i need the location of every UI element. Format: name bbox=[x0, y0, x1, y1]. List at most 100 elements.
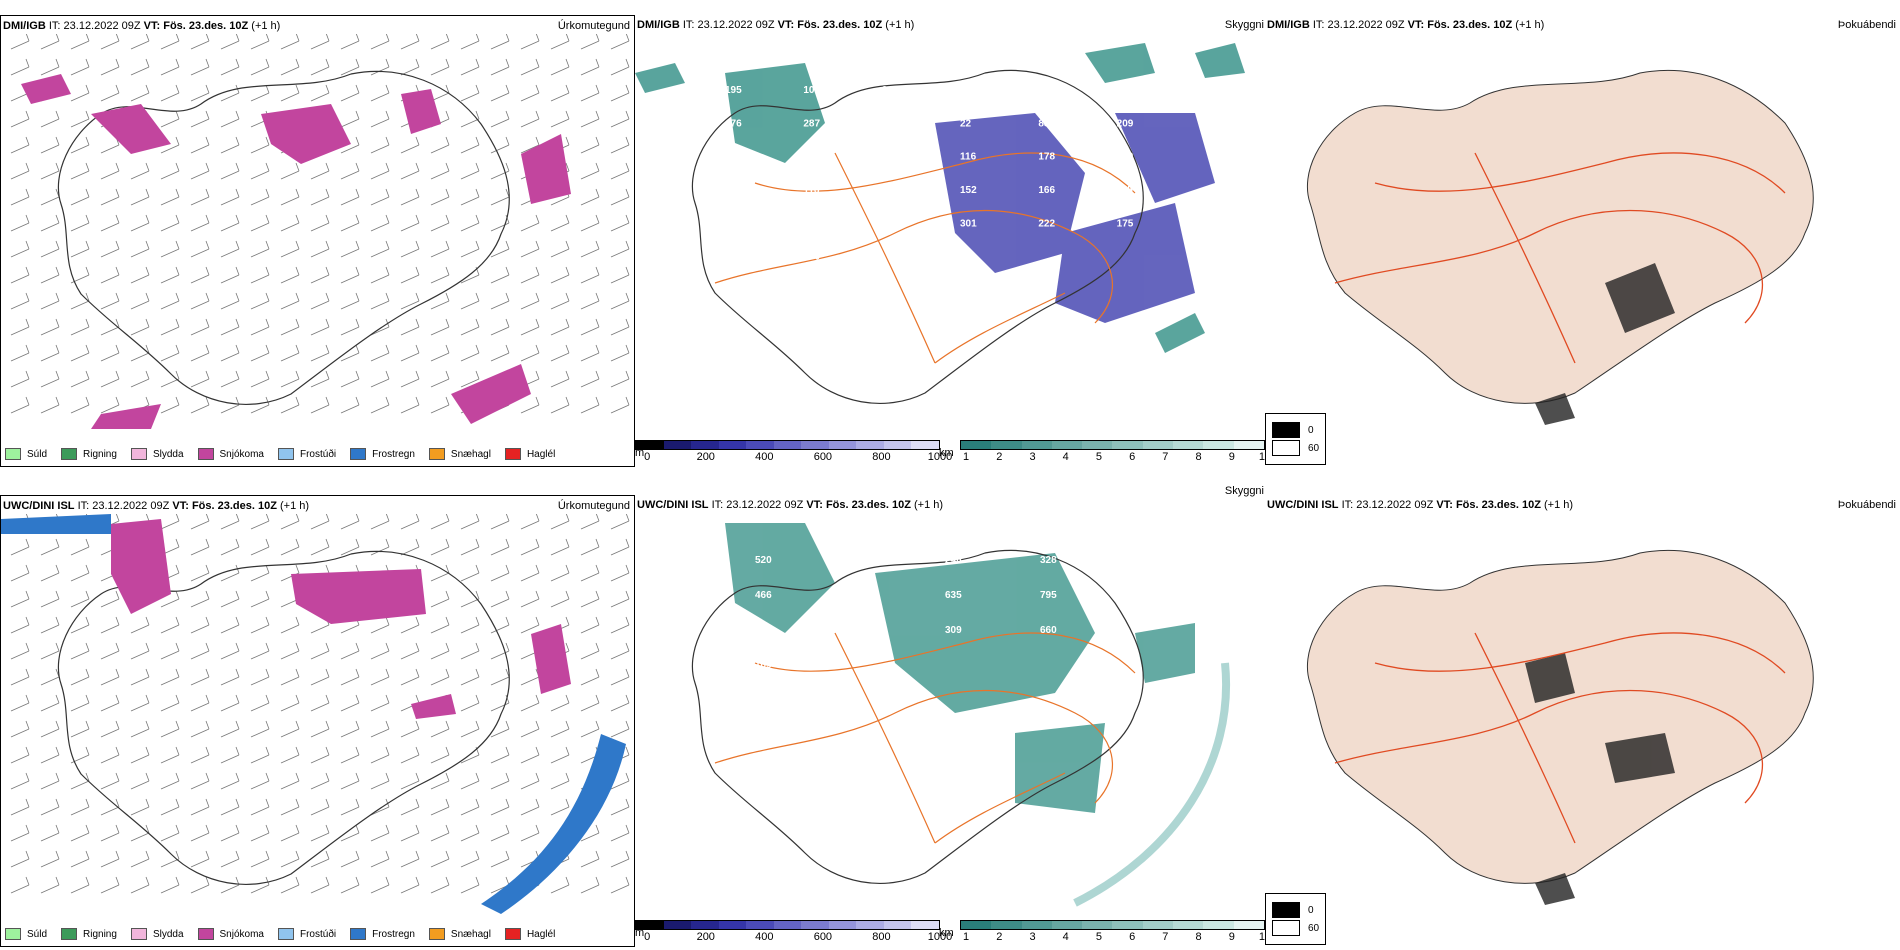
wind-barb bbox=[490, 214, 510, 232]
wind-barb bbox=[70, 850, 90, 868]
colorbar-tick-label: 4 bbox=[1062, 931, 1069, 943]
wind-barb bbox=[490, 616, 510, 634]
colorbar-segment bbox=[1112, 921, 1143, 929]
vis-areas bbox=[635, 43, 1245, 353]
wind-barb bbox=[100, 266, 120, 284]
cloud-base-label: 166 bbox=[1038, 185, 1055, 196]
wind-barb bbox=[130, 850, 150, 868]
wind-barb bbox=[160, 292, 180, 310]
wind-barb bbox=[280, 240, 300, 258]
wind-barb bbox=[10, 214, 30, 232]
wind-barb bbox=[100, 772, 120, 790]
wind-barb bbox=[400, 642, 420, 660]
wind-barb bbox=[340, 642, 360, 660]
wind-barb bbox=[430, 136, 450, 154]
colorbar-tick-label: 800 bbox=[872, 451, 891, 463]
wind-barb bbox=[430, 538, 450, 556]
wind-barb bbox=[220, 240, 240, 258]
panel-header: DMI/IGB IT: 23.12.2022 09Z VT: Fös. 23.d… bbox=[3, 20, 281, 32]
wind-barb bbox=[280, 642, 300, 660]
wind-barb bbox=[10, 642, 30, 660]
wind-barb bbox=[280, 616, 300, 634]
wind-barb bbox=[130, 84, 150, 102]
wind-barb bbox=[580, 240, 600, 258]
wind-barb bbox=[40, 240, 60, 258]
wind-barb bbox=[190, 876, 210, 894]
road-network bbox=[714, 632, 1136, 844]
wind-barb bbox=[100, 58, 120, 76]
colorbar-segment bbox=[991, 921, 1022, 929]
wind-barb bbox=[580, 34, 600, 50]
wind-barb bbox=[280, 514, 300, 530]
wind-barb bbox=[280, 266, 300, 284]
wind-barb bbox=[370, 84, 390, 102]
legend-item: Frostregn bbox=[350, 448, 415, 460]
fog-land bbox=[1306, 549, 1814, 884]
legend-item: Haglél bbox=[504, 448, 555, 460]
wind-barb bbox=[520, 240, 540, 258]
wind-barb bbox=[220, 616, 240, 634]
fog-roads bbox=[1334, 152, 1786, 364]
wind-barb bbox=[460, 798, 480, 816]
wind-barb bbox=[40, 772, 60, 790]
wind-barb bbox=[490, 514, 510, 530]
wind-barb bbox=[310, 538, 330, 556]
wind-barb bbox=[610, 136, 630, 154]
colorbar-tick-label: 0 bbox=[644, 931, 651, 943]
wind-barb bbox=[40, 850, 60, 868]
wind-barb bbox=[70, 58, 90, 76]
wind-barb bbox=[430, 162, 450, 180]
wind-barb bbox=[370, 34, 390, 50]
wind-barb bbox=[280, 214, 300, 232]
fog-map bbox=[1306, 69, 1814, 425]
wind-barb bbox=[370, 188, 390, 206]
wind-barb bbox=[610, 266, 630, 284]
wind-barb bbox=[250, 318, 270, 336]
wind-barb bbox=[580, 214, 600, 232]
wind-barb bbox=[280, 720, 300, 738]
wind-barb bbox=[280, 668, 300, 686]
wind-barb bbox=[370, 720, 390, 738]
wind-barb bbox=[160, 798, 180, 816]
wind-barb bbox=[190, 642, 210, 660]
wind-barb bbox=[370, 266, 390, 284]
wind-barb bbox=[340, 746, 360, 764]
wind-barb bbox=[70, 616, 90, 634]
wind-barb bbox=[40, 162, 60, 180]
wind-barb bbox=[460, 34, 480, 50]
wind-barb bbox=[160, 318, 180, 336]
colorbar-segment bbox=[746, 441, 774, 449]
wind-barb bbox=[430, 668, 450, 686]
wind-barb bbox=[610, 720, 630, 738]
wind-barb bbox=[220, 292, 240, 310]
legend-item: Snæhagl bbox=[428, 448, 491, 460]
wind-barb bbox=[70, 590, 90, 608]
wind-barb bbox=[220, 514, 240, 530]
wind-barb bbox=[550, 344, 570, 362]
wind-barb bbox=[340, 292, 360, 310]
wind-barb bbox=[70, 824, 90, 842]
wind-barb bbox=[10, 824, 30, 842]
wind-barb bbox=[550, 58, 570, 76]
cloud-base-label: 466 bbox=[755, 590, 772, 601]
colorbar-tick-label: 8 bbox=[1195, 931, 1202, 943]
wind-barb bbox=[370, 396, 390, 414]
wind-barb bbox=[370, 850, 390, 868]
wind-barb bbox=[190, 84, 210, 102]
wind-barb bbox=[400, 876, 420, 894]
wind-barb bbox=[130, 720, 150, 738]
legend-item: Frostúði bbox=[277, 928, 336, 940]
colorbar-segment bbox=[1203, 921, 1234, 929]
wind-barb bbox=[250, 798, 270, 816]
wind-barb bbox=[10, 694, 30, 712]
cloud-base-label: 208 bbox=[882, 152, 899, 163]
wind-barb bbox=[520, 564, 540, 582]
colorbar-tick-label: 2 bbox=[996, 931, 1003, 943]
wind-barb bbox=[10, 668, 30, 686]
wind-barb bbox=[400, 370, 420, 388]
wind-barb bbox=[70, 110, 90, 128]
colorbar-segment bbox=[991, 441, 1022, 449]
wind-barb bbox=[490, 266, 510, 284]
cloud-base-label: 105 bbox=[803, 85, 820, 96]
wind-barb bbox=[430, 266, 450, 284]
